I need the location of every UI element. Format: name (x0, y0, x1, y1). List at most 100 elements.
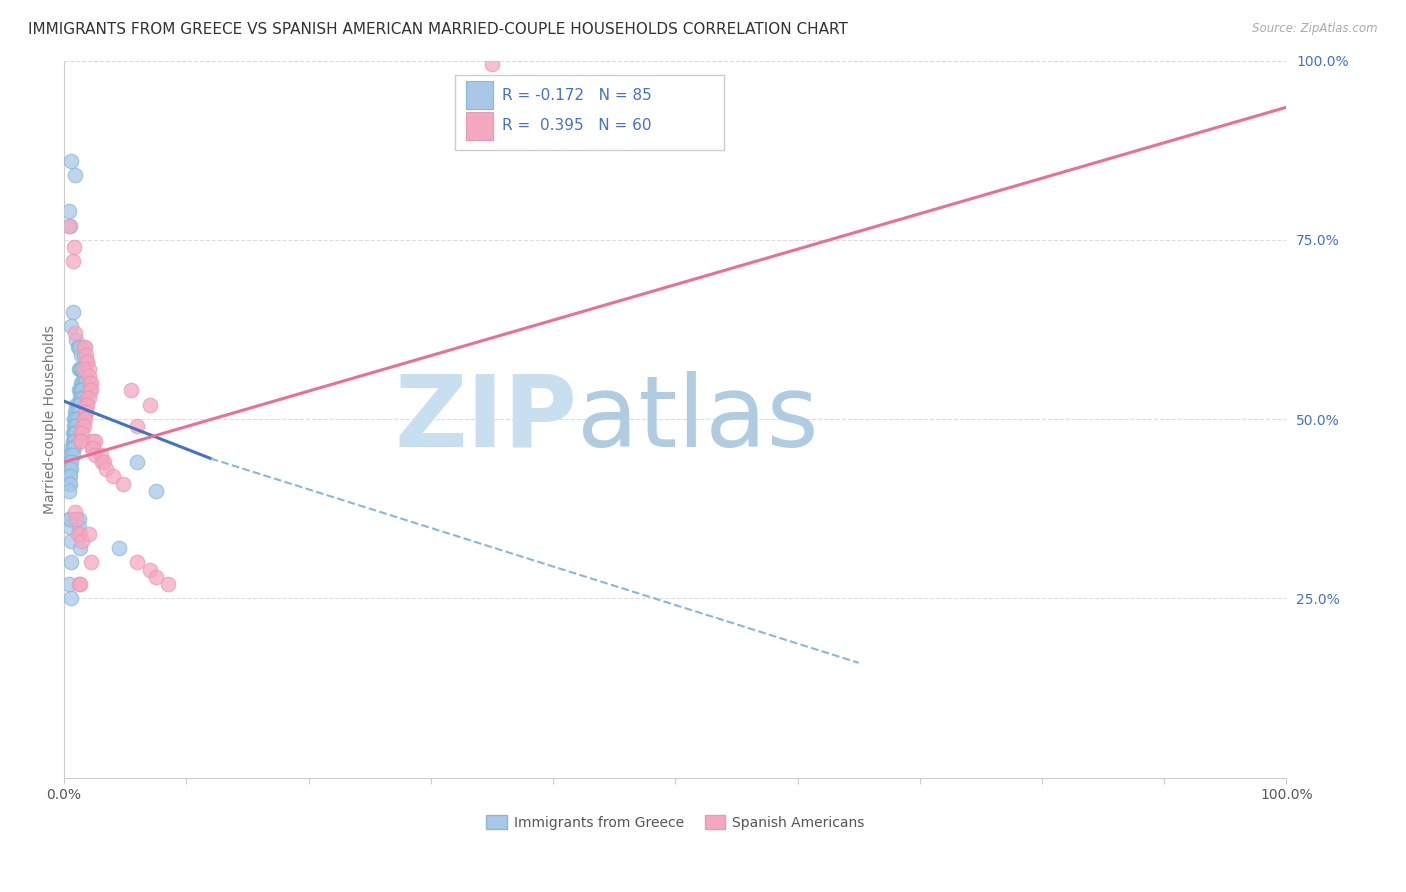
Point (58, 219, 80, 233)
FancyBboxPatch shape (456, 75, 724, 150)
Point (59, 512, 82, 526)
Point (69, 434, 91, 448)
Point (66, 526, 89, 541)
Point (66, 340, 89, 354)
Point (72, 419, 94, 434)
Point (93, 455, 115, 469)
Point (67, 398, 90, 412)
Point (60, 462, 83, 476)
Point (59, 448, 82, 462)
Point (72, 391, 94, 405)
Point (62, 304, 84, 318)
Point (58, 469, 80, 483)
Point (58, 462, 80, 476)
Point (67, 519, 90, 533)
Point (101, 469, 124, 483)
Point (481, 57, 503, 71)
Point (62, 426, 84, 441)
Point (60, 153, 83, 168)
Point (77, 369, 100, 384)
Point (67, 405, 90, 419)
Point (62, 441, 84, 455)
Point (75, 398, 97, 412)
Point (63, 441, 86, 455)
Point (62, 448, 84, 462)
Point (72, 347, 94, 361)
Point (70, 391, 93, 405)
Point (59, 469, 82, 483)
Point (69, 362, 91, 376)
Point (73, 340, 96, 354)
Point (66, 398, 89, 412)
Point (70, 434, 93, 448)
Point (75, 405, 97, 419)
Point (77, 362, 100, 376)
Point (63, 169, 86, 183)
Point (90, 448, 112, 462)
Point (72, 340, 94, 354)
Point (65, 333, 87, 347)
Point (63, 419, 86, 434)
Point (72, 384, 94, 398)
Point (70, 426, 93, 441)
Point (80, 384, 103, 398)
Point (138, 398, 160, 412)
Point (73, 376, 96, 391)
Point (76, 391, 98, 405)
Point (82, 441, 104, 455)
Point (63, 434, 86, 448)
Point (72, 426, 94, 441)
Text: atlas: atlas (578, 370, 820, 467)
Point (63, 434, 86, 448)
Point (70, 384, 93, 398)
Point (60, 533, 83, 548)
Point (79, 376, 101, 391)
Point (77, 526, 100, 541)
Point (72, 391, 94, 405)
Point (67, 340, 90, 354)
Point (72, 362, 94, 376)
Point (59, 219, 82, 233)
Point (120, 384, 142, 398)
Point (72, 376, 94, 391)
Text: ZIP: ZIP (395, 370, 578, 467)
Text: IMMIGRANTS FROM GREECE VS SPANISH AMERICAN MARRIED-COUPLE HOUSEHOLDS CORRELATION: IMMIGRANTS FROM GREECE VS SPANISH AMERIC… (28, 22, 848, 37)
Point (63, 412, 86, 426)
Point (145, 570, 167, 584)
Point (63, 412, 86, 426)
Point (111, 476, 134, 491)
Point (138, 563, 160, 577)
FancyBboxPatch shape (467, 80, 494, 110)
Point (59, 519, 82, 533)
Point (63, 505, 86, 519)
Point (59, 462, 82, 476)
Point (69, 541, 91, 555)
Text: R = -0.172   N = 85: R = -0.172 N = 85 (502, 87, 651, 103)
Point (72, 369, 94, 384)
Point (63, 405, 86, 419)
Point (59, 455, 82, 469)
Text: R =  0.395   N = 60: R = 0.395 N = 60 (502, 119, 651, 134)
Point (127, 419, 149, 434)
Point (58, 512, 80, 526)
Point (79, 384, 101, 398)
Point (58, 577, 80, 591)
Point (67, 577, 90, 591)
Point (65, 426, 87, 441)
Point (76, 355, 98, 369)
Point (58, 483, 80, 498)
Point (76, 398, 98, 412)
Point (73, 405, 96, 419)
Point (60, 318, 83, 333)
Point (72, 533, 94, 548)
Point (72, 362, 94, 376)
Y-axis label: Married-couple Households: Married-couple Households (44, 325, 58, 514)
Point (60, 441, 83, 455)
Point (80, 376, 103, 391)
Point (70, 376, 93, 391)
Point (60, 556, 83, 570)
Point (69, 384, 91, 398)
Point (72, 376, 94, 391)
Point (70, 362, 93, 376)
Point (73, 369, 96, 384)
